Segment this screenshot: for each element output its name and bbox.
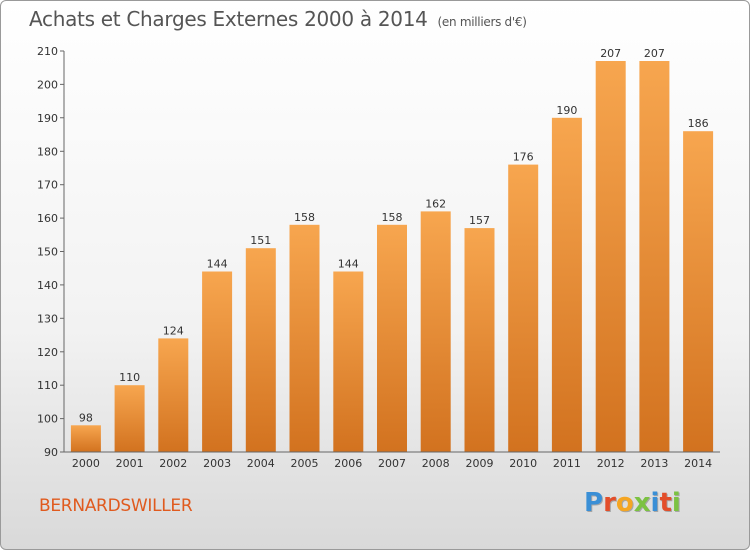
x-tick-2007: 2007 (378, 457, 406, 470)
x-tick-2000: 2000 (72, 457, 100, 470)
y-tick-130: 130 (37, 312, 58, 325)
x-tick-2013: 2013 (640, 457, 668, 470)
y-tick-200: 200 (37, 78, 58, 91)
x-tick-2004: 2004 (247, 457, 275, 470)
bar-2012 (595, 61, 626, 452)
y-tick-180: 180 (37, 145, 58, 158)
value-label-2009: 157 (469, 214, 490, 227)
value-label-2014: 186 (688, 117, 709, 130)
y-tick-110: 110 (37, 379, 58, 392)
value-label-2001: 110 (119, 371, 140, 384)
logo-letter: x (633, 488, 651, 518)
bar-2003 (202, 271, 233, 452)
value-label-2006: 144 (338, 258, 359, 271)
logo-letter: o (615, 488, 634, 518)
x-tick-2006: 2006 (334, 457, 362, 470)
bar-2002 (158, 338, 189, 452)
x-tick-2003: 2003 (203, 457, 231, 470)
x-tick-2014: 2014 (684, 457, 712, 470)
y-tick-150: 150 (37, 246, 58, 259)
logo-letter: i (671, 488, 681, 518)
value-label-2011: 190 (556, 104, 577, 117)
y-tick-210: 210 (37, 45, 58, 58)
value-label-2007: 158 (382, 211, 403, 224)
proxiti-logo: Proxiti (584, 488, 681, 518)
value-label-2012: 207 (600, 47, 621, 60)
value-label-2008: 162 (425, 197, 446, 210)
x-tick-2010: 2010 (509, 457, 537, 470)
bar-2013 (639, 61, 670, 452)
y-tick-170: 170 (37, 179, 58, 192)
y-tick-140: 140 (37, 279, 58, 292)
y-tick-90: 90 (44, 446, 58, 459)
y-tick-120: 120 (37, 346, 58, 359)
bar-2014 (683, 131, 714, 452)
x-tick-2012: 2012 (597, 457, 625, 470)
chart-title: Achats et Charges Externes 2000 à 2014 (e… (29, 7, 527, 31)
y-tick-100: 100 (37, 413, 58, 426)
bar-2008 (420, 211, 451, 452)
x-tick-2001: 2001 (116, 457, 144, 470)
value-label-2004: 151 (250, 234, 271, 247)
value-label-2005: 158 (294, 211, 315, 224)
value-label-2000: 98 (79, 411, 93, 424)
x-tick-2008: 2008 (422, 457, 450, 470)
x-tick-2009: 2009 (466, 457, 494, 470)
chart-title-text: Achats et Charges Externes 2000 à 2014 (29, 7, 428, 31)
value-label-2003: 144 (207, 258, 228, 271)
bar-2011 (551, 117, 582, 453)
bar-2010 (508, 164, 539, 452)
chart-unit: (en milliers d'€) (437, 15, 527, 29)
logo-letter: t (659, 488, 672, 518)
bar-2001 (114, 385, 145, 452)
bar-2009 (464, 228, 495, 452)
bar-2005 (289, 224, 320, 452)
axes-group: 2000 2001 2002 2003 2004 2005 2006 2007 2008 2009… (37, 45, 720, 470)
value-label-2013: 207 (644, 47, 665, 60)
x-tick-2011: 2011 (553, 457, 581, 470)
bars-group: 98 110 124 144 151 158 144 158 162 157 176 190 207 20… (70, 47, 714, 453)
bar-2000 (70, 425, 101, 452)
y-tick-160: 160 (37, 212, 58, 225)
bar-2004 (245, 248, 276, 452)
bar-2007 (377, 224, 407, 452)
logo-letter: r (603, 488, 616, 518)
commune-name: BERNARDSWILLER (39, 496, 193, 516)
x-tick-2002: 2002 (159, 457, 187, 470)
value-label-2002: 124 (163, 324, 184, 337)
x-tick-2005: 2005 (291, 457, 319, 470)
logo-letter: P (584, 488, 604, 518)
logo-letter: i (650, 488, 660, 518)
bar-2006 (333, 271, 364, 452)
value-label-2010: 176 (513, 151, 534, 164)
y-tick-190: 190 (37, 112, 58, 125)
